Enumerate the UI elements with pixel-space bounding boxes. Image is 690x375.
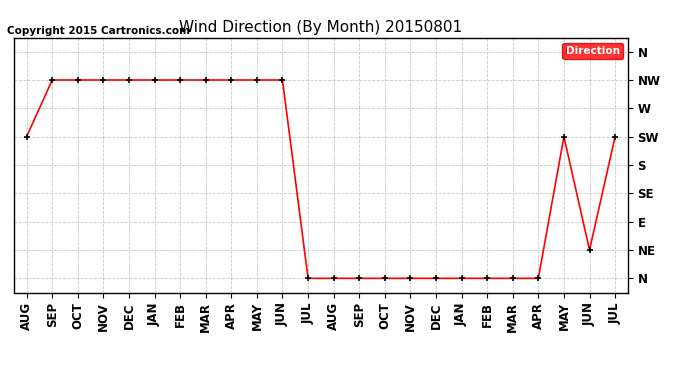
Legend: Direction: Direction xyxy=(562,43,622,59)
Title: Wind Direction (By Month) 20150801: Wind Direction (By Month) 20150801 xyxy=(179,20,462,35)
Text: Copyright 2015 Cartronics.com: Copyright 2015 Cartronics.com xyxy=(7,26,190,36)
